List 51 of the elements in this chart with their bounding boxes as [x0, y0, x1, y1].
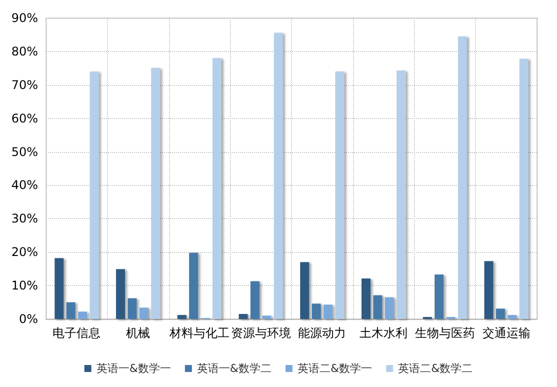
bar — [238, 314, 248, 319]
bar — [335, 72, 344, 319]
bar — [177, 314, 186, 319]
bar — [116, 269, 126, 319]
bar — [384, 297, 394, 319]
x-tick-label: 机械 — [126, 326, 150, 340]
x-tick-label: 材料与化工 — [168, 326, 230, 340]
y-tick-label: 60% — [11, 111, 38, 126]
bar — [139, 308, 148, 319]
y-tick-label: 50% — [11, 144, 38, 159]
bar — [519, 58, 528, 319]
bar — [312, 304, 321, 319]
bar — [262, 316, 272, 319]
y-tick-label: 40% — [11, 178, 38, 192]
bar — [78, 312, 88, 319]
bar — [54, 258, 64, 319]
bar — [212, 58, 222, 319]
legend-label: 英语一&数学二 — [196, 362, 272, 375]
legend-label: 英语二&数学二 — [398, 362, 473, 375]
y-tick-label: 90% — [11, 11, 38, 25]
bar — [189, 252, 198, 319]
y-tick-label: 20% — [11, 245, 38, 260]
x-tick-label: 能源动力 — [298, 326, 346, 340]
bar — [458, 36, 467, 319]
bar — [300, 262, 310, 319]
legend-label: 英语二&数学一 — [298, 362, 372, 375]
bar — [90, 72, 99, 319]
bar — [396, 70, 406, 319]
bar — [250, 281, 260, 319]
x-tick-label: 土木水利 — [360, 326, 408, 340]
x-tick-label: 生物与医药 — [414, 326, 475, 340]
bar — [373, 295, 382, 319]
bar — [434, 274, 444, 319]
bar — [274, 32, 283, 319]
bar — [66, 302, 76, 319]
x-tick-label: 资源与环境 — [230, 326, 291, 340]
bar — [484, 261, 494, 319]
y-tick-label: 70% — [11, 78, 38, 92]
bar — [496, 308, 505, 319]
x-tick-label: 电子信息 — [52, 326, 101, 340]
bar — [508, 314, 517, 319]
bar — [324, 304, 333, 319]
y-tick-label: 10% — [11, 278, 38, 293]
bar — [151, 68, 160, 319]
y-tick-label: 80% — [11, 44, 38, 58]
legend-label: 英语一&数学一 — [96, 362, 171, 375]
bar — [128, 298, 137, 319]
y-tick-label: 30% — [11, 212, 38, 226]
y-tick-label: 0% — [18, 312, 38, 326]
bar — [362, 278, 371, 319]
x-tick-label: 交通运输 — [482, 326, 530, 340]
